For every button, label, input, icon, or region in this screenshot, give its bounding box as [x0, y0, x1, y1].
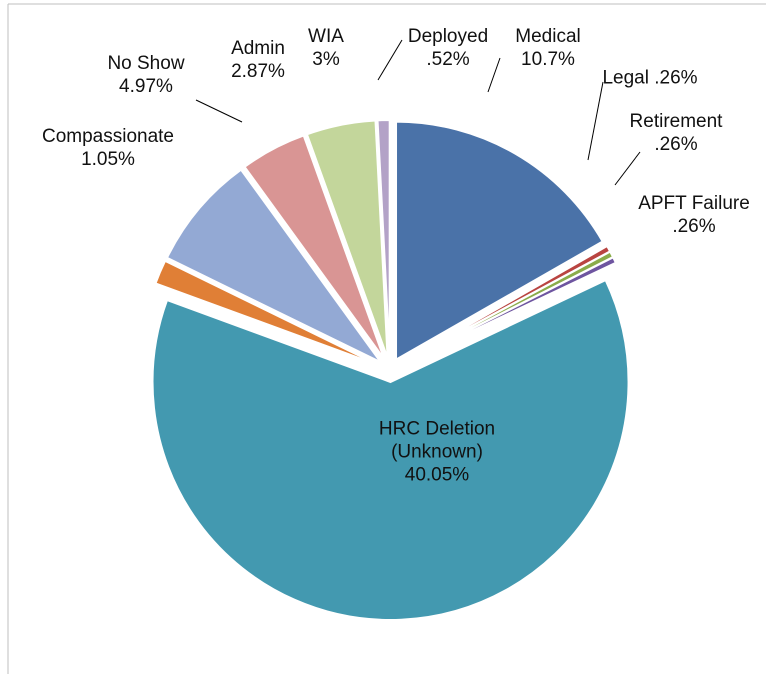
- slice-label: Deployed .52%: [408, 25, 488, 71]
- value-label: .26%: [672, 216, 716, 237]
- value-label: 3%: [312, 49, 340, 70]
- pie-slice: [154, 259, 380, 367]
- leader-line: [587, 81, 604, 161]
- slice-label: Legal .26%: [602, 67, 697, 90]
- value-label: .52%: [426, 49, 470, 70]
- slice-label: HRC Deletion (Unknown) 40.05%: [367, 418, 507, 487]
- value-label: 10.7%: [521, 49, 575, 70]
- pie-slice: [400, 255, 618, 366]
- leader-line: [195, 99, 243, 123]
- category-label: Legal: [602, 67, 649, 89]
- category-label: Deployed: [407, 26, 489, 47]
- value-label: .26%: [654, 134, 698, 155]
- value-label: 1.05%: [81, 149, 135, 170]
- value-label: 40.05%: [404, 464, 470, 486]
- pie-slice: [165, 168, 382, 364]
- category-label: Compassionate: [41, 126, 175, 147]
- pie-slice: [151, 278, 630, 621]
- pie-slice: [395, 120, 605, 362]
- slice-label: Medical 10.7%: [515, 25, 580, 71]
- slice-label: Compassionate 1.05%: [42, 125, 174, 171]
- slice-label: Admin 2.87%: [231, 37, 285, 83]
- category-label: Retirement: [629, 111, 723, 132]
- category-label: Medical: [515, 26, 581, 47]
- slice-label: No Show 4.97%: [107, 52, 184, 98]
- pie-slice: [376, 119, 391, 359]
- slice-label: WIA 3%: [308, 25, 344, 71]
- category-label: APFT Failure: [638, 193, 750, 214]
- slice-label: Retirement .26%: [630, 110, 723, 156]
- category-label: Admin: [231, 38, 285, 59]
- leader-line: [487, 57, 501, 93]
- value-label: 4.97%: [119, 76, 173, 97]
- category-label: No Show: [107, 53, 185, 74]
- value-label: .26%: [654, 67, 698, 89]
- slice-label: APFT Failure .26%: [638, 192, 750, 238]
- leader-line: [614, 151, 641, 186]
- leader-line: [377, 39, 403, 81]
- category-label: HRC Deletion (Unknown): [378, 418, 496, 463]
- value-label: 2.87%: [231, 61, 285, 82]
- pie-slice: [243, 134, 386, 360]
- pie-slice: [305, 119, 389, 359]
- category-label: WIA: [308, 26, 344, 47]
